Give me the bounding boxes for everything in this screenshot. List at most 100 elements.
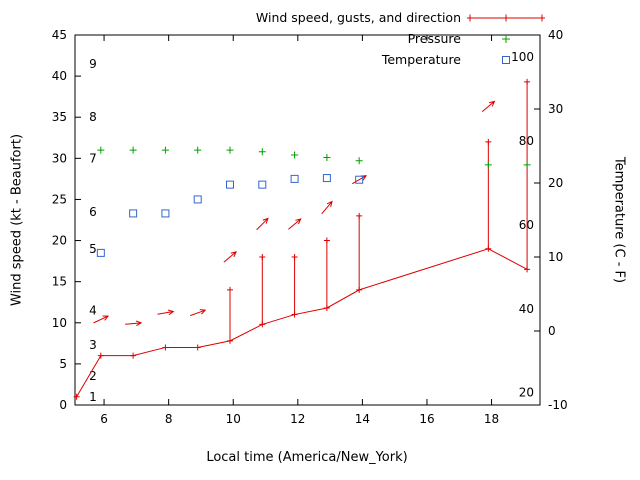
x-tick-label: 8 bbox=[165, 412, 173, 426]
wind-series bbox=[73, 78, 531, 400]
x-tick-label: 14 bbox=[355, 412, 370, 426]
wind-direction-arrow bbox=[93, 315, 110, 324]
temperature-legend-marker-icon bbox=[467, 53, 545, 67]
temperature-point bbox=[226, 180, 234, 189]
wind-point bbox=[73, 393, 80, 400]
x-tick-label: 16 bbox=[419, 412, 434, 426]
legend-square bbox=[502, 55, 510, 64]
y-axis-label: Wind speed (kt - Beaufort) bbox=[9, 133, 25, 307]
temperature-point bbox=[193, 195, 202, 204]
temperature-point bbox=[161, 209, 170, 218]
tick-labels: 6 8 10 12 14 16 18051015202530354045-100102030… bbox=[52, 28, 568, 426]
y-tick-label: 40 bbox=[52, 69, 67, 83]
pressure-point bbox=[97, 146, 105, 154]
y2-tick-label: 30 bbox=[548, 102, 563, 116]
pressure-point bbox=[194, 146, 202, 154]
pressure-point bbox=[161, 146, 169, 154]
inner-right-scale-label: 100 bbox=[511, 50, 534, 64]
beaufort-scale-label: 4 bbox=[89, 303, 97, 317]
wind-direction-arrow bbox=[481, 100, 496, 113]
gust-top-marker bbox=[227, 286, 233, 293]
x-tick-label: 6 bbox=[100, 412, 108, 426]
beaufort-scale-label: 8 bbox=[89, 110, 97, 124]
y2-tick-label: 10 bbox=[548, 250, 563, 264]
gust-top-marker bbox=[259, 254, 266, 260]
y-tick-label: 10 bbox=[52, 316, 67, 330]
legend-label-temperature: Temperature bbox=[381, 52, 461, 67]
legend-item-wind: Wind speed, gusts, and direction bbox=[256, 7, 545, 28]
wind-direction-arrow bbox=[157, 309, 175, 316]
beaufort-scale-label: 2 bbox=[89, 369, 97, 383]
temperature-point bbox=[322, 174, 331, 183]
y2-tick-label: -10 bbox=[548, 398, 568, 412]
beaufort-scale-label: 1 bbox=[89, 390, 97, 404]
wind-point bbox=[194, 344, 201, 351]
x-axis-label: Local time (America/New_York) bbox=[206, 450, 408, 465]
pressure-point bbox=[355, 157, 363, 165]
gust-top-marker bbox=[524, 78, 531, 85]
pressure-series bbox=[97, 146, 531, 169]
inner-right-scale-label: 40 bbox=[519, 302, 534, 316]
plot-border bbox=[74, 34, 541, 406]
inner-right-scale-label: 80 bbox=[519, 134, 534, 148]
x-tick-label: 12 bbox=[290, 412, 305, 426]
temperature-series bbox=[96, 174, 364, 257]
legend-marker-glyph bbox=[467, 14, 545, 21]
temperature-point bbox=[290, 174, 299, 183]
wind-legend-marker-icon bbox=[467, 11, 545, 25]
wind-speed-line bbox=[76, 248, 528, 398]
temperature-point bbox=[96, 248, 105, 257]
y-tick-label: 20 bbox=[52, 234, 67, 248]
y-tick-label: 0 bbox=[59, 398, 67, 412]
wind-point bbox=[97, 352, 104, 359]
temperature-point bbox=[258, 180, 267, 189]
legend-item-pressure: Pressure bbox=[408, 28, 545, 49]
wind-direction-arrow bbox=[256, 217, 269, 231]
pressure-point bbox=[484, 161, 492, 169]
gust-top-marker bbox=[323, 237, 330, 244]
wind-direction-arrow bbox=[125, 320, 143, 327]
wind-direction-arrow bbox=[223, 251, 238, 263]
wind-direction-arrow bbox=[321, 200, 333, 215]
legend-label-wind: Wind speed, gusts, and direction bbox=[255, 10, 461, 25]
beaufort-scale-label: 6 bbox=[89, 205, 97, 219]
pressure-legend-marker-icon bbox=[467, 32, 545, 46]
beaufort-scale-label: 3 bbox=[89, 338, 97, 352]
y-tick-label: 35 bbox=[52, 110, 67, 124]
beaufort-scale-label: 9 bbox=[89, 57, 97, 71]
y-tick-label: 30 bbox=[52, 151, 67, 165]
beaufort-scale-label: 5 bbox=[89, 242, 97, 256]
gust-top-marker bbox=[356, 212, 363, 219]
y2-tick-label: 0 bbox=[548, 324, 556, 338]
pressure-point bbox=[323, 154, 331, 162]
y2-tick-label: 40 bbox=[548, 28, 563, 42]
gust-top-marker bbox=[291, 254, 298, 260]
wind-point bbox=[162, 344, 169, 351]
inner-right-scale-label: 20 bbox=[519, 386, 534, 400]
legend-plus bbox=[538, 14, 545, 21]
temperature-point bbox=[355, 175, 364, 184]
pressure-point bbox=[523, 161, 531, 169]
y-tick-label: 25 bbox=[52, 192, 67, 206]
beaufort-scale-label: 7 bbox=[89, 151, 97, 165]
legend-item-temperature: Temperature bbox=[382, 49, 545, 70]
pressure-point bbox=[291, 151, 299, 159]
legend: Wind speed, gusts, and direction Pressur… bbox=[256, 7, 545, 70]
legend-plus bbox=[467, 14, 474, 21]
y2-axis-label: Temperature (C - F) bbox=[611, 156, 627, 284]
pressure-point bbox=[129, 146, 137, 154]
legend-plus bbox=[502, 34, 510, 43]
inner-right-scale-label: 60 bbox=[519, 218, 534, 232]
y2-tick-label: 20 bbox=[548, 176, 563, 190]
y-tick-label: 45 bbox=[52, 28, 67, 42]
legend-label-pressure: Pressure bbox=[407, 31, 461, 46]
wind-direction-arrow bbox=[288, 218, 302, 230]
wind-point bbox=[130, 352, 137, 359]
x-tick-label: 10 bbox=[226, 412, 241, 426]
temperature-point bbox=[129, 209, 138, 218]
legend-plus bbox=[502, 14, 510, 21]
pressure-point bbox=[258, 148, 266, 156]
legend-marker-glyph bbox=[502, 55, 510, 64]
